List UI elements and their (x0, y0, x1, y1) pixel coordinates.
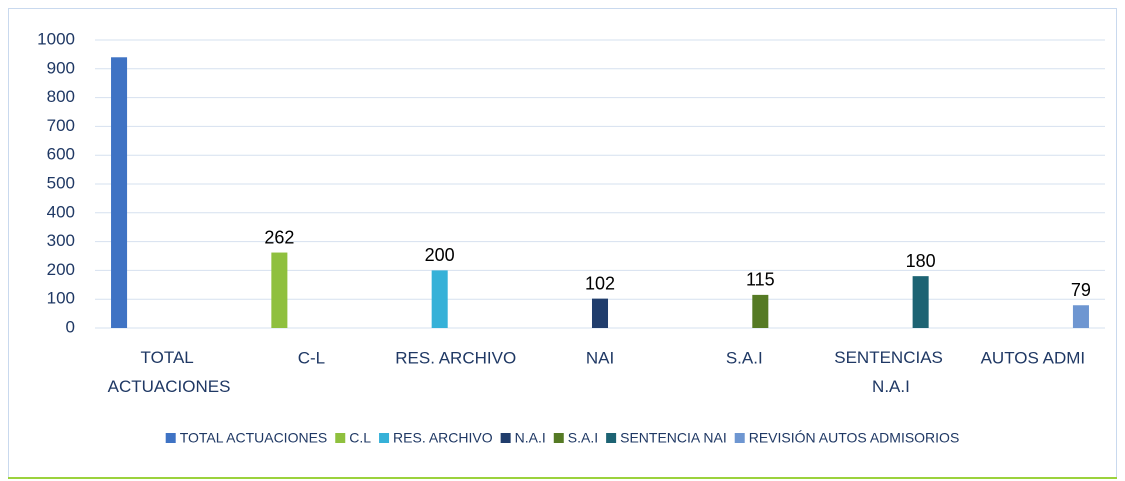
data-label: 262 (264, 227, 294, 247)
y-tick-label: 700 (47, 116, 75, 135)
x-tick-label: C-L (298, 348, 325, 367)
legend-swatch (553, 433, 564, 443)
x-tick-label: SENTENCIAS N.A.I (834, 348, 943, 396)
y-tick-label: 200 (47, 260, 75, 279)
bar (752, 294, 769, 328)
x-tick-label: S.A.I (726, 348, 763, 367)
legend-swatch (335, 433, 346, 443)
chart-border (8, 8, 1117, 478)
x-tick-label: AUTOS ADMI (981, 348, 1086, 367)
y-tick-label: 500 (47, 173, 75, 192)
legend-label: N.A.I (515, 430, 546, 446)
y-tick-label: 400 (47, 202, 75, 221)
legend-label: C.L (349, 430, 371, 446)
x-tick-label: TOTAL ACTUACIONES (104, 348, 231, 396)
legend-swatch (379, 433, 390, 443)
legend-label: RES. ARCHIVO (393, 430, 493, 446)
bar (111, 57, 128, 328)
legend-swatch (606, 433, 617, 443)
bar (271, 252, 288, 328)
legend-swatch (734, 433, 745, 443)
data-label: 79 (1071, 280, 1091, 300)
y-tick-label: 900 (47, 58, 75, 77)
y-tick-label: 1000 (37, 29, 75, 48)
y-tick-label: 100 (47, 289, 75, 308)
bar (591, 298, 609, 328)
y-tick-label: 300 (47, 231, 75, 250)
legend-swatch (500, 433, 511, 443)
legend-label: S.A.I (568, 430, 598, 446)
legend-label: SENTENCIA NAI (620, 430, 727, 446)
data-label: 200 (425, 245, 455, 265)
data-label: 180 (906, 251, 936, 271)
data-label: 102 (585, 273, 615, 293)
bar (912, 276, 929, 328)
legend-label: REVISIÓN AUTOS ADMISORIOS (749, 430, 960, 446)
legend-label: TOTAL ACTUACIONES (180, 430, 328, 446)
data-label: 115 (746, 270, 775, 290)
y-tick-label: 800 (47, 87, 75, 106)
y-tick-label: 0 (66, 317, 75, 336)
bar (1072, 305, 1089, 328)
x-tick-label: RES. ARCHIVO (395, 348, 516, 367)
y-tick-label: 600 (47, 145, 75, 164)
legend-swatch (165, 433, 176, 443)
bar (431, 270, 448, 328)
x-tick-label: NAI (586, 348, 614, 367)
